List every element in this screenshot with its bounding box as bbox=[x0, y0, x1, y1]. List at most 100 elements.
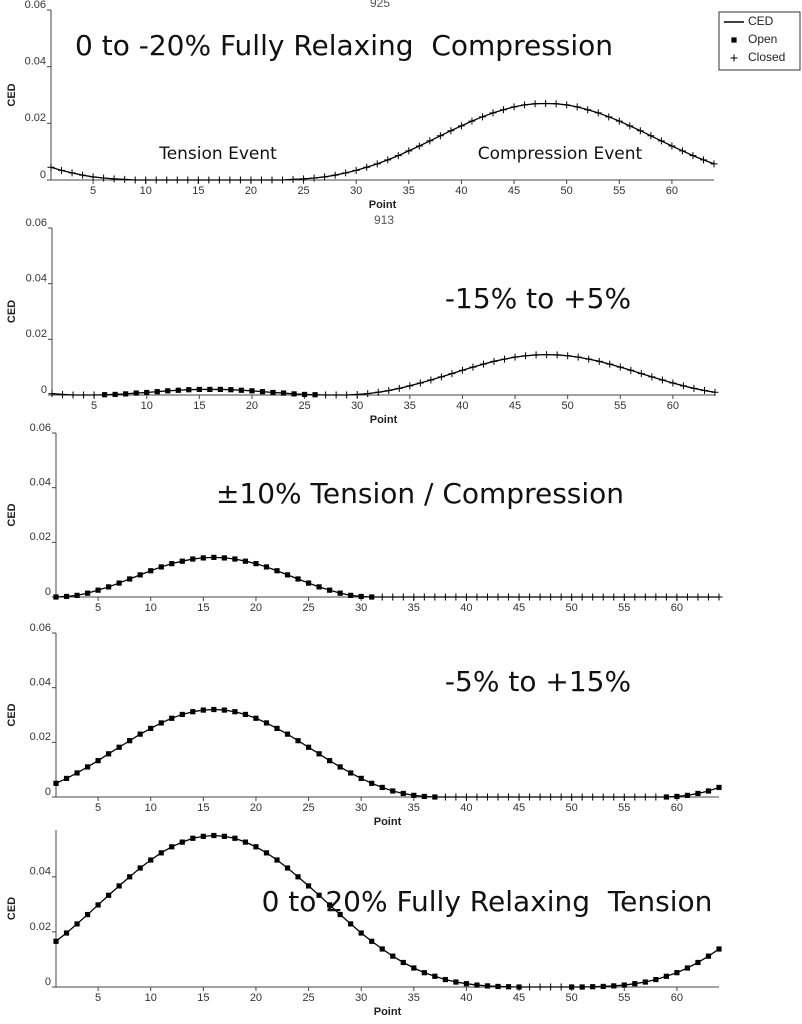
open-marker bbox=[316, 892, 322, 898]
open-marker bbox=[684, 792, 691, 798]
closed-marker bbox=[426, 137, 434, 145]
open-marker bbox=[179, 711, 185, 718]
open-marker bbox=[316, 584, 322, 590]
chart-title: 925 bbox=[370, 0, 390, 10]
closed-marker bbox=[553, 351, 561, 359]
y-tick-label: 0 bbox=[40, 169, 46, 181]
x-tick-label: 55 bbox=[613, 185, 625, 197]
open-marker bbox=[179, 839, 185, 845]
open-marker bbox=[474, 982, 480, 988]
open-marker bbox=[695, 790, 701, 797]
open-marker bbox=[196, 386, 202, 393]
closed-marker bbox=[615, 117, 623, 125]
open-marker bbox=[148, 725, 154, 731]
closed-marker bbox=[268, 176, 276, 184]
closed-marker bbox=[69, 391, 77, 399]
x-tick-label: 20 bbox=[245, 185, 257, 197]
open-marker bbox=[295, 738, 301, 744]
closed-marker bbox=[578, 793, 586, 801]
closed-marker bbox=[59, 390, 67, 398]
open-marker bbox=[112, 391, 118, 398]
x-tick-label: 20 bbox=[250, 802, 262, 814]
x-tick-label: 60 bbox=[671, 802, 683, 814]
closed-marker bbox=[543, 351, 551, 359]
closed-marker bbox=[510, 103, 518, 111]
x-axis-label: Point bbox=[370, 414, 398, 426]
x-tick-label: 50 bbox=[566, 992, 578, 1004]
open-marker bbox=[200, 555, 206, 561]
x-tick-label: 10 bbox=[145, 992, 157, 1004]
open-marker bbox=[305, 580, 312, 586]
open-marker bbox=[442, 976, 448, 983]
open-marker bbox=[169, 561, 175, 567]
closed-marker bbox=[490, 357, 498, 365]
open-marker bbox=[127, 738, 133, 744]
closed-marker bbox=[427, 376, 435, 384]
x-tick-label: 45 bbox=[513, 602, 525, 614]
closed-marker bbox=[500, 106, 508, 114]
open-marker bbox=[259, 389, 266, 395]
closed-marker bbox=[711, 388, 719, 396]
closed-marker bbox=[563, 101, 571, 109]
x-tick-label: 55 bbox=[618, 602, 630, 614]
open-marker bbox=[144, 389, 150, 396]
closed-marker bbox=[399, 593, 407, 601]
closed-marker bbox=[90, 391, 98, 399]
legend-label: Open bbox=[748, 32, 777, 46]
closed-marker bbox=[610, 593, 618, 601]
open-marker bbox=[263, 564, 270, 570]
open-marker bbox=[221, 707, 227, 713]
open-marker bbox=[63, 930, 70, 936]
open-marker bbox=[200, 707, 206, 713]
closed-marker bbox=[342, 169, 350, 177]
open-marker bbox=[63, 593, 70, 600]
closed-marker bbox=[521, 101, 529, 109]
y-tick-label: 0 bbox=[41, 384, 47, 396]
closed-marker bbox=[441, 793, 449, 801]
x-tick-label: 60 bbox=[666, 185, 678, 197]
x-tick-label: 35 bbox=[404, 400, 416, 412]
open-marker bbox=[74, 592, 80, 598]
open-marker bbox=[274, 568, 280, 574]
closed-marker bbox=[353, 390, 361, 398]
closed-marker bbox=[704, 593, 712, 601]
ced-line bbox=[50, 102, 715, 181]
chart-panel: 0 0.02 0.04 0.06 5 10 15 20 25 30 35 40 45 50 55 60 CED P… bbox=[6, 213, 719, 426]
closed-marker bbox=[652, 793, 660, 801]
open-marker bbox=[263, 850, 270, 856]
closed-marker bbox=[662, 593, 670, 601]
x-axis-label: Point bbox=[374, 1006, 402, 1018]
closed-marker bbox=[483, 593, 491, 601]
closed-marker bbox=[557, 793, 565, 801]
annotation: 0 to 20% Fully Relaxing Tension bbox=[262, 885, 713, 918]
closed-marker bbox=[142, 176, 150, 184]
closed-marker bbox=[668, 142, 676, 150]
ced-line bbox=[55, 556, 719, 598]
open-marker bbox=[127, 576, 133, 582]
annotation: Tension Event bbox=[158, 144, 277, 164]
x-tick-label: 10 bbox=[145, 802, 157, 814]
open-marker bbox=[95, 587, 101, 593]
open-marker bbox=[221, 833, 227, 839]
closed-marker bbox=[58, 166, 66, 174]
closed-marker bbox=[599, 593, 607, 601]
x-tick-label: 50 bbox=[566, 602, 578, 614]
open-marker bbox=[674, 793, 680, 800]
open-marker bbox=[484, 983, 491, 989]
closed-marker bbox=[384, 156, 392, 164]
closed-marker bbox=[473, 593, 481, 601]
legend-swatch-open bbox=[731, 37, 737, 43]
closed-marker bbox=[573, 103, 581, 111]
x-tick-label: 20 bbox=[250, 602, 262, 614]
closed-marker bbox=[547, 983, 555, 991]
closed-marker bbox=[462, 793, 470, 801]
closed-marker bbox=[699, 156, 707, 164]
x-tick-label: 60 bbox=[667, 400, 679, 412]
open-marker bbox=[716, 946, 722, 952]
open-marker bbox=[221, 555, 227, 561]
closed-marker bbox=[68, 169, 76, 177]
closed-marker bbox=[215, 176, 223, 184]
x-tick-label: 30 bbox=[351, 400, 363, 412]
